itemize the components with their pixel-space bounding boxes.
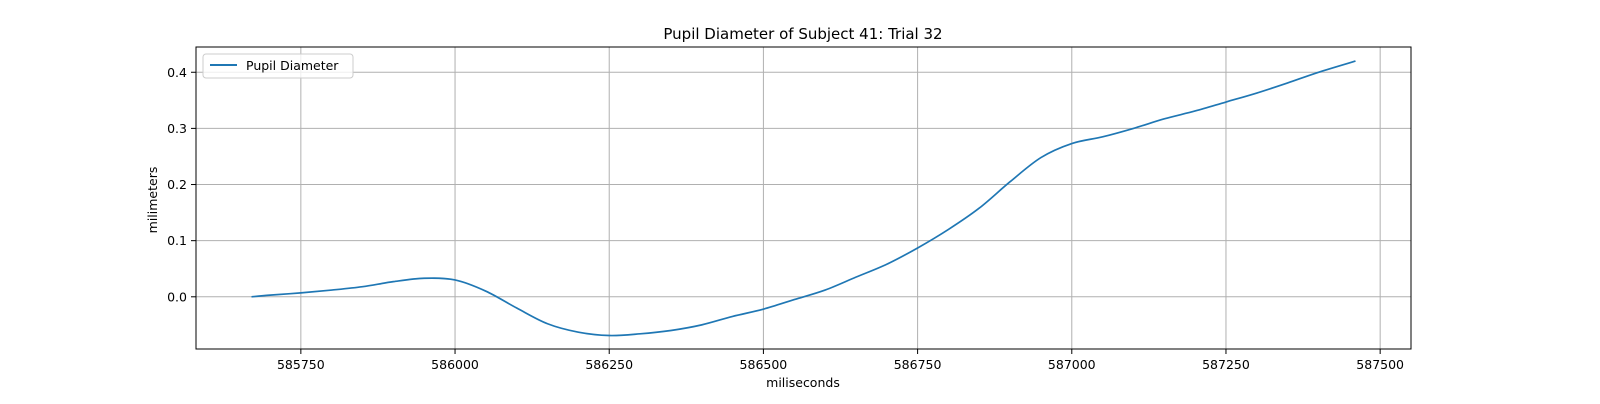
- x-axis-label: miliseconds: [766, 375, 840, 390]
- data-point: [251, 296, 253, 298]
- axis-ticks: 585750 586000 586250 586500 586750 587000 5872…: [167, 65, 1404, 372]
- data-point: [1009, 181, 1011, 183]
- y-tick-label: 0.1: [167, 233, 187, 248]
- data-point: [917, 247, 919, 249]
- y-tick-label: 0.2: [167, 177, 187, 192]
- data-point: [300, 292, 302, 294]
- y-axis-label: milimeters: [145, 167, 160, 234]
- data-point: [516, 307, 518, 309]
- x-tick-label: 587500: [1356, 357, 1404, 372]
- data-point: [1164, 118, 1166, 120]
- x-tick-label: 586000: [431, 357, 479, 372]
- data-point: [423, 277, 425, 279]
- data-point: [639, 333, 641, 335]
- data-point: [978, 207, 980, 209]
- legend-box: [202, 53, 354, 79]
- legend: Pupil Diameter: [202, 53, 354, 79]
- data-point: [1194, 110, 1196, 112]
- data-point: [454, 279, 456, 281]
- data-point: [886, 263, 888, 265]
- data-point: [269, 294, 271, 296]
- data-point: [1071, 143, 1073, 145]
- data-point: [1133, 128, 1135, 130]
- series-line: [251, 60, 1356, 337]
- data-point: [1355, 60, 1357, 62]
- data-point: [948, 229, 950, 231]
- data-point: [393, 281, 395, 283]
- data-point: [485, 290, 487, 292]
- legend-label: Pupil Diameter: [246, 58, 339, 73]
- grid-lines: [196, 47, 1411, 349]
- data-point: [1287, 82, 1289, 84]
- series-lines: [251, 60, 1357, 337]
- data-point: [1040, 157, 1042, 159]
- data-point: [578, 331, 580, 333]
- y-tick-label: 0.0: [167, 289, 187, 304]
- x-tick-label: 587000: [1048, 357, 1096, 372]
- y-tick-label: 0.3: [167, 121, 187, 136]
- x-tick-label: 585750: [277, 357, 325, 372]
- data-point: [824, 289, 826, 291]
- data-point: [1256, 92, 1258, 94]
- data-point: [670, 330, 672, 332]
- data-point: [547, 323, 549, 325]
- plot-area-frame: [195, 46, 1412, 350]
- chart-title: Pupil Diameter of Subject 41: Trial 32: [663, 25, 942, 43]
- x-tick-label: 586250: [585, 357, 633, 372]
- x-tick-label: 587250: [1202, 357, 1250, 372]
- data-point: [793, 299, 795, 301]
- data-point: [1225, 101, 1227, 103]
- data-point: [855, 276, 857, 278]
- data-point: [1318, 71, 1320, 73]
- data-point: [701, 324, 703, 326]
- data-point: [362, 286, 364, 288]
- data-point: [732, 316, 734, 318]
- data-point: [763, 308, 765, 310]
- data-point: [331, 289, 333, 291]
- y-tick-label: 0.4: [167, 65, 187, 80]
- x-tick-label: 586500: [740, 357, 788, 372]
- data-point: [608, 335, 610, 337]
- x-tick-label: 586750: [894, 357, 942, 372]
- data-point: [1102, 136, 1104, 138]
